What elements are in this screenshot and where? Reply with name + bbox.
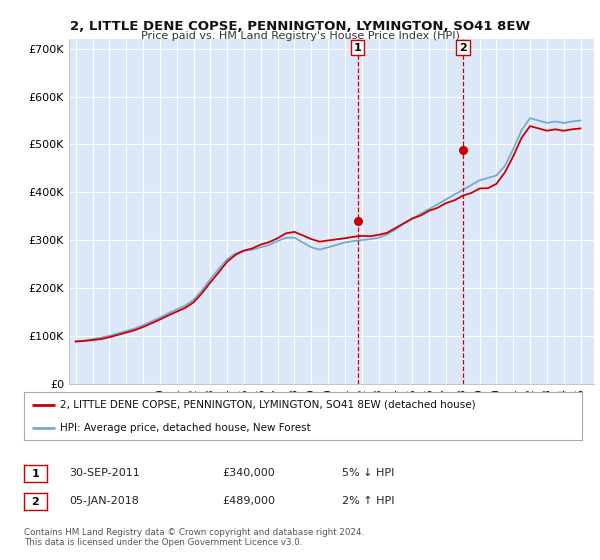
Text: 1: 1 bbox=[354, 43, 361, 53]
Text: Contains HM Land Registry data © Crown copyright and database right 2024.
This d: Contains HM Land Registry data © Crown c… bbox=[24, 528, 364, 547]
Text: 2: 2 bbox=[32, 497, 39, 507]
Text: 1: 1 bbox=[32, 469, 39, 479]
Text: 30-SEP-2011: 30-SEP-2011 bbox=[69, 468, 140, 478]
Text: 2% ↑ HPI: 2% ↑ HPI bbox=[342, 496, 395, 506]
Text: 2, LITTLE DENE COPSE, PENNINGTON, LYMINGTON, SO41 8EW (detached house): 2, LITTLE DENE COPSE, PENNINGTON, LYMING… bbox=[60, 400, 476, 410]
Text: 5% ↓ HPI: 5% ↓ HPI bbox=[342, 468, 394, 478]
Text: 05-JAN-2018: 05-JAN-2018 bbox=[69, 496, 139, 506]
Text: £489,000: £489,000 bbox=[222, 496, 275, 506]
Text: 2, LITTLE DENE COPSE, PENNINGTON, LYMINGTON, SO41 8EW: 2, LITTLE DENE COPSE, PENNINGTON, LYMING… bbox=[70, 20, 530, 32]
Text: HPI: Average price, detached house, New Forest: HPI: Average price, detached house, New … bbox=[60, 423, 311, 433]
Text: 2: 2 bbox=[459, 43, 467, 53]
Text: £340,000: £340,000 bbox=[222, 468, 275, 478]
Text: Price paid vs. HM Land Registry's House Price Index (HPI): Price paid vs. HM Land Registry's House … bbox=[140, 31, 460, 41]
